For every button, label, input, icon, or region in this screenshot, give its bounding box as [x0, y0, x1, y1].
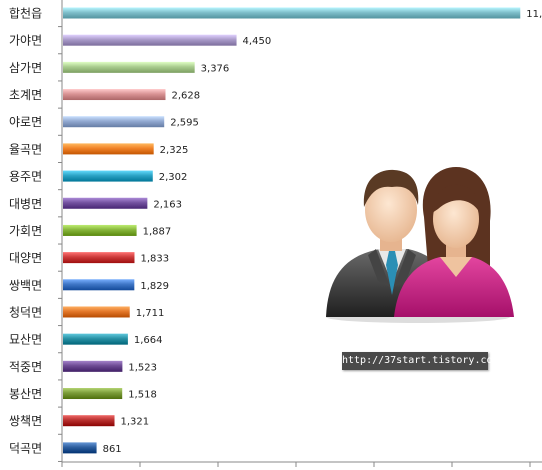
- value-label: 1,523: [128, 362, 157, 373]
- category-label: 쌍백면: [9, 278, 42, 292]
- category-label: 야로면: [9, 115, 42, 129]
- value-label: 2,325: [160, 145, 189, 156]
- bar: [63, 252, 135, 264]
- bar: [63, 224, 137, 236]
- category-label: 합천읍: [9, 6, 42, 21]
- category-label: 묘산면: [9, 333, 42, 347]
- value-label: 1,321: [121, 417, 150, 428]
- value-label: 2,628: [171, 91, 200, 102]
- category-label: 적중면: [9, 360, 42, 374]
- category-label: 초계면: [9, 88, 42, 102]
- value-label: 1,833: [140, 254, 169, 265]
- bar: [63, 360, 123, 372]
- value-label: 2,302: [159, 172, 188, 183]
- category-label: 가회면: [9, 224, 42, 238]
- bar: [63, 388, 123, 400]
- bar: [63, 34, 237, 46]
- category-label: 용주면: [9, 170, 42, 184]
- value-label: 1,829: [140, 281, 169, 292]
- value-label: 1,664: [134, 335, 163, 346]
- value-label: 1,518: [128, 390, 157, 401]
- bar: [63, 89, 166, 101]
- value-label: 11,725: [526, 9, 542, 20]
- value-label: 1,711: [136, 308, 165, 319]
- bar: [63, 333, 128, 345]
- value-label: 3,376: [201, 63, 230, 74]
- bar: [63, 279, 135, 291]
- bar: [63, 415, 115, 427]
- value-label: 4,450: [243, 36, 272, 47]
- bar: [63, 306, 130, 318]
- bar: [63, 170, 153, 182]
- value-label: 861: [103, 444, 122, 455]
- category-label: 삼가면: [9, 61, 42, 75]
- category-label: 가야면: [9, 34, 42, 48]
- bar: [63, 61, 195, 73]
- bar: [63, 143, 154, 155]
- bar: [63, 116, 165, 128]
- category-label: 청덕면: [9, 305, 42, 319]
- value-label: 2,163: [153, 199, 182, 210]
- bar: [63, 197, 148, 209]
- bar: [63, 7, 521, 19]
- value-label: 2,595: [170, 118, 199, 129]
- category-label: 대양면: [9, 251, 42, 265]
- people-icon: [326, 167, 514, 323]
- value-label: 1,887: [143, 226, 172, 237]
- category-label: 대병면: [9, 197, 42, 211]
- bar: [63, 442, 97, 454]
- category-label: 봉산면: [9, 387, 42, 401]
- website-url-label: http://37start.tistory.com: [342, 352, 499, 370]
- category-label: 덕곡면: [9, 441, 42, 455]
- category-label: 율곡면: [9, 142, 42, 156]
- category-label: 쌍책면: [9, 413, 42, 428]
